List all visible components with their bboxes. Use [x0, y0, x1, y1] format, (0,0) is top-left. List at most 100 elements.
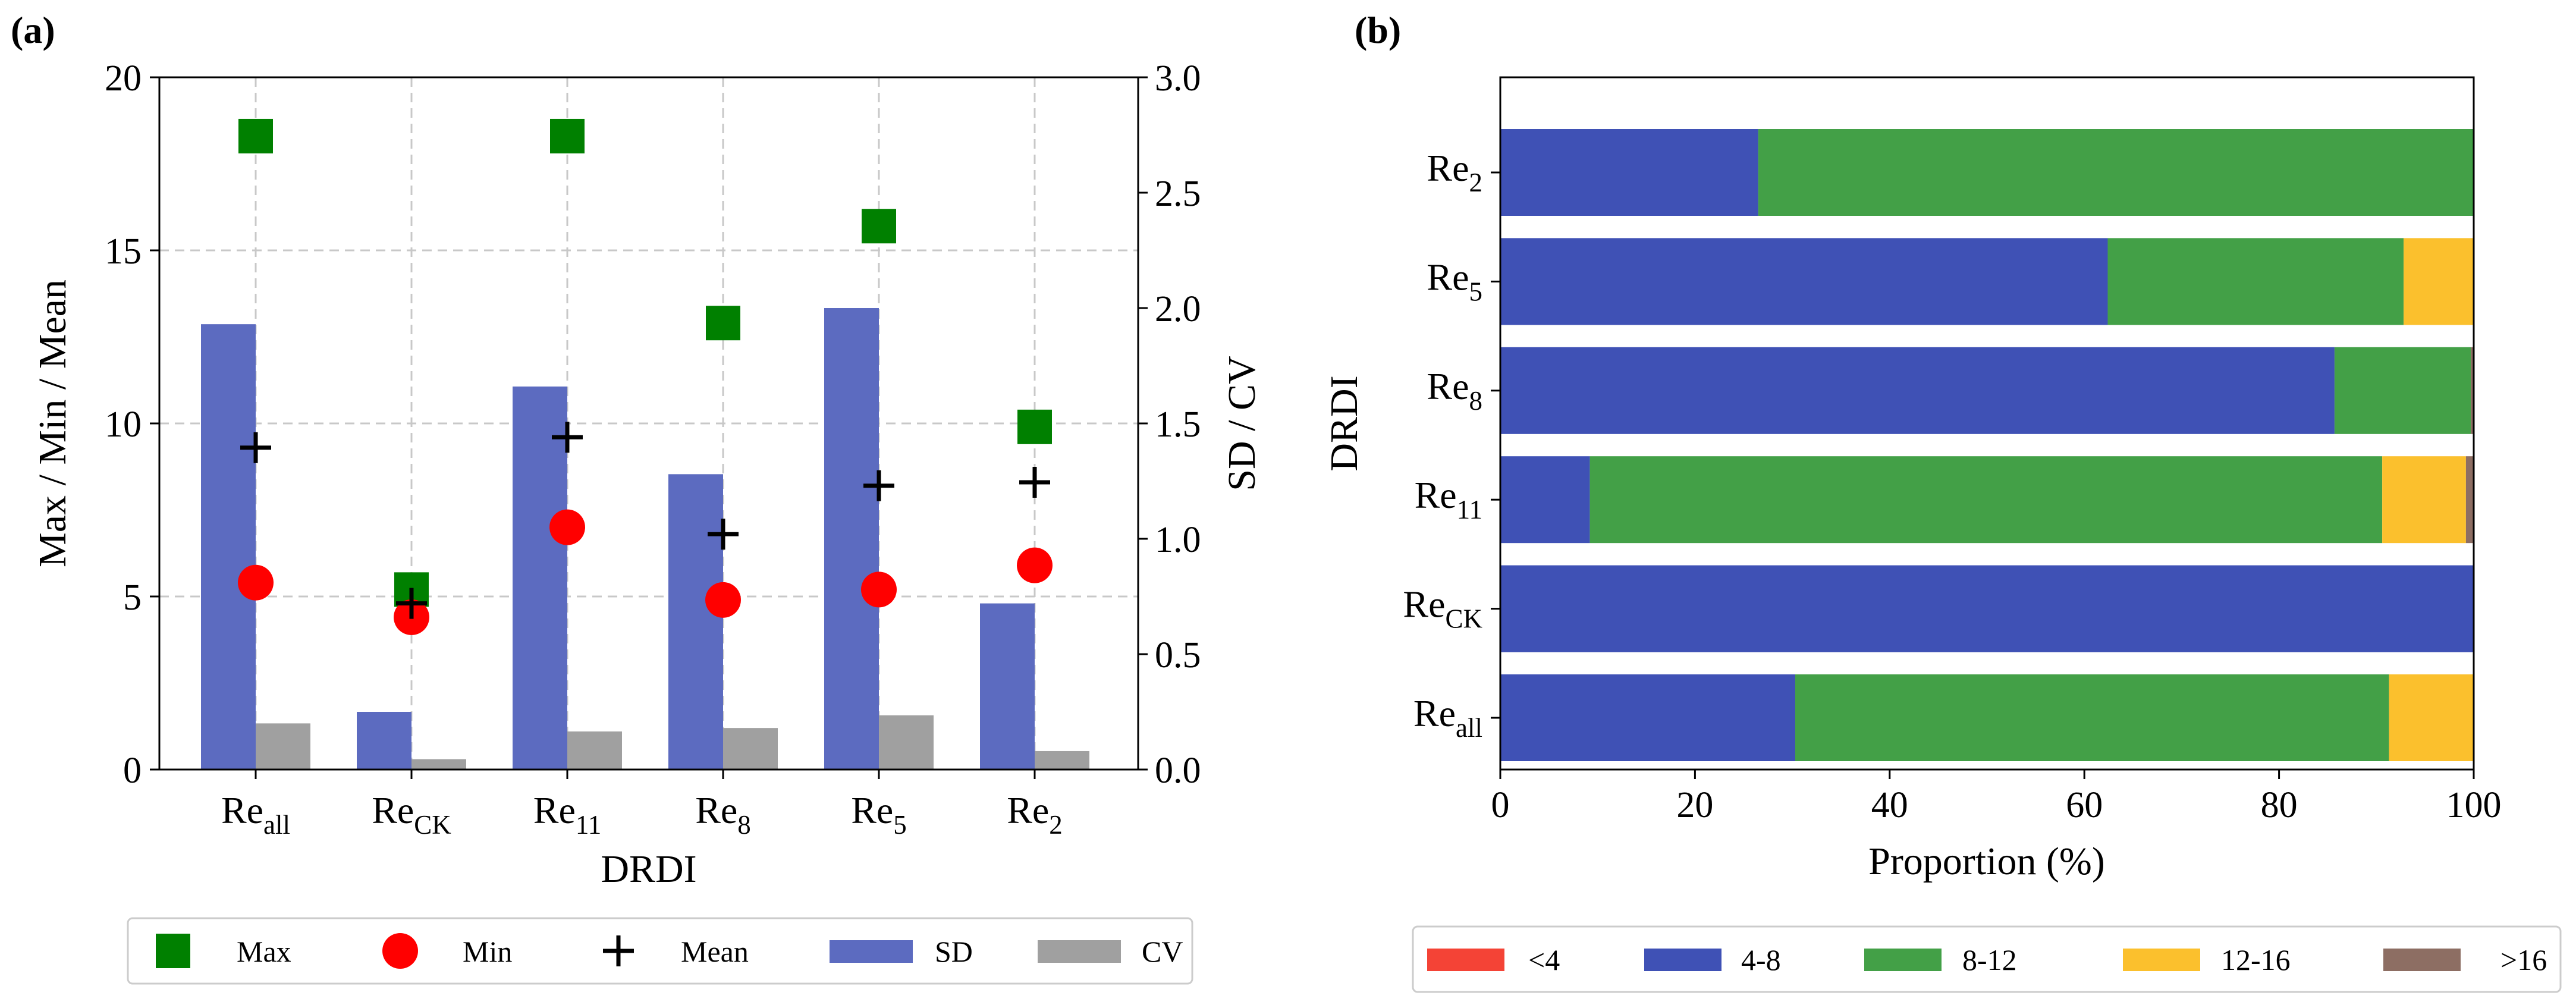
x-tick-label: Re5 — [851, 789, 907, 840]
left-tick-label: 20 — [105, 58, 142, 99]
mean-marker — [863, 470, 894, 501]
cv-bar — [567, 731, 622, 770]
legend-12-16-label: 12-16 — [2221, 943, 2291, 976]
segment-12-16 — [2389, 674, 2474, 761]
right-tick-label: 0.0 — [1155, 750, 1201, 791]
sd-bar — [201, 324, 256, 770]
right-tick-label: 3.0 — [1155, 58, 1201, 99]
legend-cv-label: CV — [1142, 935, 1183, 968]
panel-a-right-axis: 0.0 0.5 1.0 1.5 2.0 2.5 3.0 — [1138, 58, 1201, 791]
cv-bar — [1035, 750, 1089, 770]
left-tick-label: 0 — [123, 750, 142, 791]
panel-b-bars — [1500, 129, 2474, 761]
y-tick-label: Re11 — [1415, 474, 1482, 525]
x-tick-label: Reall — [221, 789, 290, 840]
max-marker — [862, 209, 896, 244]
sd-bar — [513, 386, 567, 770]
panel-b-plot-frame — [1499, 76, 2475, 771]
x-tick-label: Re11 — [533, 789, 601, 840]
segment-4-8 — [1500, 347, 2335, 434]
segment-4-8 — [1500, 238, 2108, 325]
x-tick-label: 40 — [1871, 785, 1908, 825]
panel-a-legend: Max Min Mean SD CV — [127, 917, 1193, 985]
panel-a-bars — [201, 308, 1089, 770]
segment-4-8 — [1500, 565, 2474, 652]
right-tick-label: 1.0 — [1155, 520, 1201, 560]
legend-sd-label: SD — [935, 935, 973, 968]
mean-marker — [240, 432, 271, 463]
cv-bar — [723, 728, 778, 770]
legend-gt16-icon — [2383, 949, 2461, 971]
segment-8-12 — [1795, 674, 2389, 761]
legend-4-8-icon — [1644, 949, 1721, 971]
left-tick-label: 10 — [105, 404, 142, 445]
x-tick-label: Re2 — [1007, 789, 1063, 840]
right-tick-label: 2.0 — [1155, 289, 1201, 329]
panel-a-label: (a) — [11, 9, 55, 51]
segment-12-16 — [2404, 238, 2474, 325]
segment-8-12 — [2334, 347, 2471, 434]
segment-gt16 — [2465, 456, 2474, 544]
segment-4-8 — [1500, 129, 1758, 216]
panel-a-markers — [238, 118, 1053, 635]
x-tick-label: ReCK — [372, 789, 451, 840]
segment-4-8 — [1500, 456, 1590, 544]
x-tick-label: 20 — [1676, 785, 1713, 825]
sd-bar — [668, 474, 723, 770]
panel-b-x-axis: 0 20 40 60 80 100 — [1491, 770, 2502, 825]
mean-marker — [1019, 466, 1050, 498]
panel-b-legend: <4 4-8 8-12 12-16 >16 — [1412, 925, 2562, 993]
right-tick-label: 2.5 — [1155, 174, 1201, 214]
legend-8-12-label: 8-12 — [1962, 943, 2017, 976]
legend-sd-icon — [830, 940, 913, 963]
panel-b-y-axis: Re2 Re5 Re8 Re11 ReCK Reall — [1403, 147, 1500, 743]
right-tick-label: 1.5 — [1155, 404, 1201, 445]
mean-marker — [708, 519, 739, 550]
cv-bar — [256, 723, 310, 770]
sd-bar — [980, 603, 1035, 770]
sd-bar — [824, 308, 879, 770]
legend-cv-icon — [1038, 940, 1121, 963]
min-marker — [1017, 547, 1053, 583]
mean-marker — [552, 422, 583, 453]
y-tick-label: Re2 — [1427, 147, 1482, 197]
y-tick-label: Re5 — [1427, 256, 1482, 306]
max-marker — [550, 118, 585, 153]
max-marker — [238, 118, 273, 153]
segment-8-12 — [2107, 238, 2404, 325]
x-tick-label: 60 — [2066, 785, 2103, 825]
x-tick-label: 100 — [2446, 785, 2502, 825]
panel-a-xlabel: DRDI — [601, 847, 696, 891]
panel-b-legend-frame — [1412, 925, 2562, 993]
legend-mean-label: Mean — [681, 935, 749, 968]
left-tick-label: 15 — [105, 231, 142, 272]
legend-mean-icon — [603, 935, 634, 966]
max-marker — [706, 306, 740, 341]
sd-bar — [357, 712, 411, 770]
panel-b-ylabel: DRDI — [1322, 375, 1366, 471]
y-tick-label: Re8 — [1427, 365, 1482, 416]
panel-a-left-axis: 0 5 10 15 20 — [105, 58, 159, 791]
segment-8-12 — [1589, 456, 2383, 544]
min-marker — [705, 582, 741, 618]
right-tick-label: 0.5 — [1155, 635, 1201, 676]
cv-bar — [879, 715, 934, 770]
panel-b-label: (b) — [1355, 9, 1401, 51]
legend-min-icon — [382, 933, 418, 969]
x-tick-label: Re8 — [695, 789, 751, 840]
legend-max-icon — [156, 934, 190, 968]
y-tick-label: Reall — [1413, 692, 1482, 743]
segment-12-16 — [2382, 456, 2466, 544]
x-tick-label: 80 — [2261, 785, 2298, 825]
left-tick-label: 5 — [123, 577, 142, 618]
segment-8-12 — [1758, 129, 2474, 216]
panel-b-xlabel: Proportion (%) — [1868, 840, 2105, 883]
x-tick-label: 0 — [1491, 785, 1510, 825]
mean-marker — [396, 588, 427, 619]
y-tick-label: ReCK — [1403, 583, 1482, 634]
min-marker — [861, 571, 897, 608]
panel-a-x-axis: Reall ReCK Re11 Re8 Re5 Re2 — [221, 770, 1063, 840]
segment-gt16 — [2471, 347, 2474, 434]
